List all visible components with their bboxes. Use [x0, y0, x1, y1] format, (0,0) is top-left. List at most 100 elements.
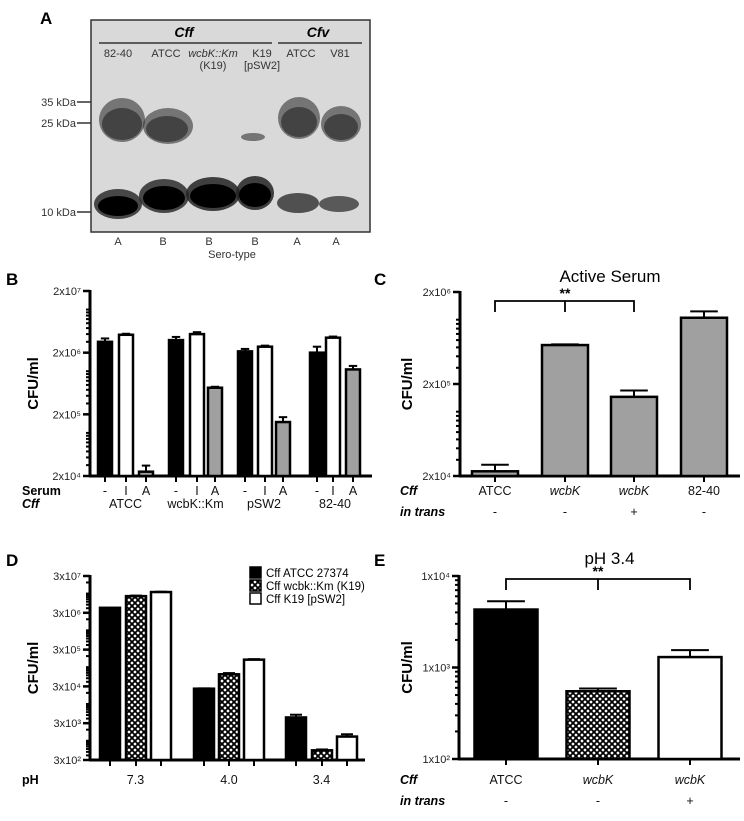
row-label: in trans: [400, 794, 445, 808]
row-label: pH: [22, 773, 39, 787]
lane-label: wcbK::Km: [188, 48, 238, 60]
x-category-label: I: [263, 484, 266, 498]
x-category-label: -: [174, 484, 178, 498]
x-category-label: wcbK: [583, 773, 614, 787]
bar-d-1-0: [192, 687, 216, 762]
x-category-label: wcbK: [550, 484, 581, 498]
species-label-cff: Cff: [174, 24, 195, 40]
bar-c-3-0: [679, 316, 729, 478]
y-axis-label: CFU/ml: [399, 358, 416, 411]
row-label: Cff: [400, 484, 419, 498]
bar-d-0-0: [98, 606, 122, 762]
x-category-label: A: [279, 484, 288, 498]
chart-e: pH 3.4 CFU/ml 1x10² 1x10³ 1x10⁴ Cff ATCC wcbK wc…: [399, 549, 740, 808]
x-category-label: wcbK: [675, 773, 706, 787]
bar-b-1-2: [206, 386, 224, 478]
y-axis-label: CFU/ml: [399, 641, 416, 694]
serotype-label: A: [114, 236, 122, 248]
y-axis-label: CFU/ml: [25, 642, 42, 695]
bar-e-2-0: [657, 655, 723, 761]
bar-c-0-0: [470, 470, 520, 478]
y-axis-label: CFU/ml: [25, 357, 42, 410]
x-category-label: wcbK: [619, 484, 650, 498]
bar-b-1-1: [188, 332, 206, 478]
significance-bracket: [505, 578, 691, 590]
chart-c: Active Serum CFU/ml 2x10⁴ 2x10⁵ 2x10⁶ Cff ATCC…: [399, 267, 740, 519]
x-category-label: wcbK::Km: [166, 497, 223, 511]
x-category-label: A: [142, 484, 151, 498]
x-category-label: 3.4: [313, 773, 330, 787]
chart-d: CFU/ml 3x10² 3x10³ 3x10⁴ 3x10⁵ 3x10⁶ 3x10⁷ pH 7.…: [22, 566, 365, 787]
y-tick-label: 1x10³: [422, 663, 450, 675]
x-category-label: ATCC: [489, 773, 522, 787]
x-category-label: I: [195, 484, 198, 498]
lane-label: ATCC: [286, 48, 315, 60]
serotype-label: B: [159, 236, 166, 248]
bar-e-1-0: [565, 690, 631, 761]
serotype-label: B: [251, 236, 258, 248]
y-tick-label: 3x10³: [53, 718, 81, 730]
lane-label: K19: [252, 48, 272, 60]
serotype-label: A: [293, 236, 301, 248]
bar-b-3-0: [308, 351, 326, 478]
x-category-label: 82-40: [688, 484, 720, 498]
bar-d-2-0: [284, 716, 308, 762]
x-category-label: -: [702, 505, 706, 519]
row-label: Cff: [22, 497, 41, 511]
y-tick-label: 3x10⁵: [53, 645, 81, 657]
bar-d-0-1: [124, 594, 148, 762]
western-blot-panel: Cff Cfv 82-40 ATCC wcbK::Km (K19) K19 [p…: [41, 19, 371, 261]
y-tick-label: 2x10⁶: [53, 348, 81, 360]
y-tick-label: 2x10⁴: [52, 471, 81, 483]
significance-bracket: [494, 300, 635, 312]
legend-entry: Cff K19 [pSW2]: [266, 594, 345, 606]
x-category-label: pSW2: [247, 497, 281, 511]
y-tick-label: 3x10⁷: [53, 571, 81, 583]
y-tick-label: 2x10⁵: [53, 409, 81, 421]
bar-b-0-1: [117, 333, 135, 478]
x-category-label: -: [563, 505, 567, 519]
bar-d-1-1: [217, 673, 241, 762]
x-category-label: 4.0: [220, 773, 237, 787]
serotype-label: B: [205, 236, 212, 248]
bar-d-1-2: [242, 658, 266, 762]
lane-label: ATCC: [151, 48, 180, 60]
x-category-label: -: [315, 484, 319, 498]
y-tick-label: 2x10⁶: [423, 287, 451, 299]
legend-swatch: [249, 579, 262, 592]
bar-b-0-2: [137, 470, 155, 478]
lane-label-line2: [pSW2]: [244, 60, 280, 72]
x-category-label: 82-40: [319, 497, 351, 511]
y-tick-label: 3x10²: [53, 755, 81, 767]
marker-35kda: 35 kDa: [41, 97, 77, 109]
chart-title: pH 3.4: [584, 549, 634, 568]
x-category-label: -: [103, 484, 107, 498]
bar-d-2-2: [335, 735, 359, 762]
x-category-label: I: [331, 484, 334, 498]
x-category-label: +: [630, 505, 637, 519]
row-label: Cff: [400, 773, 419, 787]
y-tick-label: 2x10⁷: [53, 286, 81, 298]
x-category-label: I: [124, 484, 127, 498]
bar-b-1-0: [167, 338, 185, 478]
legend-entry: Cff ATCC 27374: [266, 568, 349, 580]
panel-letter-c: C: [374, 270, 386, 289]
lane-label: V81: [330, 48, 350, 60]
significance-label: **: [593, 563, 604, 579]
x-category-label: ATCC: [478, 484, 511, 498]
bar-c-2-0: [609, 395, 659, 478]
bar-b-2-2: [274, 420, 292, 478]
panel-letter-b: B: [6, 270, 18, 289]
y-tick-label: 1x10²: [422, 754, 450, 766]
y-tick-label: 3x10⁴: [52, 681, 81, 693]
bar-c-1-0: [540, 343, 590, 478]
bar-b-3-1: [324, 336, 342, 478]
panel-letter-e: E: [374, 551, 385, 570]
bar-d-0-2: [149, 590, 173, 762]
x-category-label: -: [493, 505, 497, 519]
legend-entry: Cff wcbk::Km (K19): [266, 581, 365, 593]
x-category-label: A: [349, 484, 358, 498]
bar-d-2-1: [310, 749, 334, 762]
